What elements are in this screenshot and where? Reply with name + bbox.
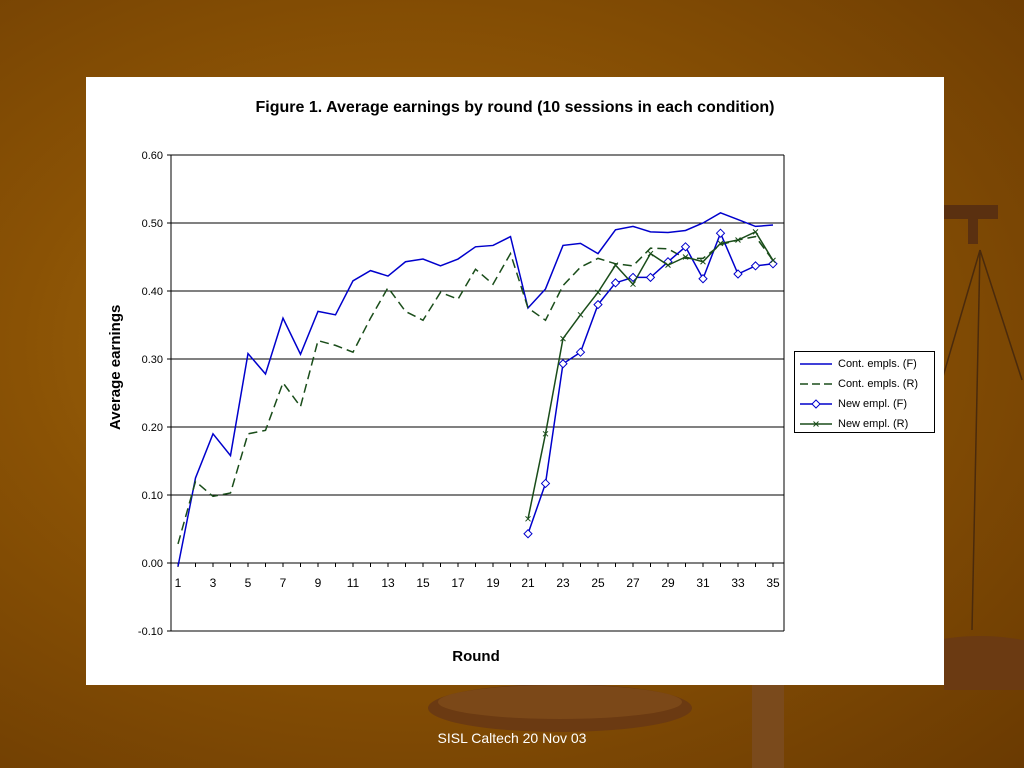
y-tick-label: 0.00 [142,558,163,570]
data-point [612,262,619,269]
data-point [575,347,586,357]
scale-hook [968,214,978,244]
data-point [560,335,566,342]
x-tick-label: 1 [175,576,182,590]
data-point [525,515,531,522]
data-point [733,269,743,279]
scale-beam [940,205,998,219]
legend-swatch [800,399,832,409]
legend-marker [813,421,819,427]
series-line [177,211,774,567]
data-point [593,299,603,310]
x-tick-label: 25 [591,576,605,590]
x-tick-label: 17 [451,576,465,590]
data-point [630,281,636,288]
legend-label: New empl. (R) [838,418,909,430]
data-point [700,258,706,265]
legend-swatch [800,363,832,365]
legend: Cont. empls. (F) Cont. empls. (R) New empl… [794,351,935,433]
data-point [735,237,741,243]
y-tick-label: 0.10 [142,490,163,502]
y-tick-label: 0.30 [142,354,163,366]
legend-label: New empl. (F) [838,398,908,410]
legend-item: Cont. empls. (R) [795,374,934,394]
line-chart: 0.600.500.400.300.200.100.00-0.101 3 5 7 9 11… [138,150,785,638]
data-point [698,274,708,284]
y-tick-label: 0.40 [142,286,163,298]
series-2 [523,228,778,539]
data-point [577,311,584,318]
axes [167,154,785,632]
data-point [595,289,601,296]
scale-chain-center [971,249,981,631]
legend-item: New empl. (F) [795,394,934,414]
series-3 [525,228,776,522]
chart-title: Figure 1. Average earnings by round (10 … [255,99,775,116]
data-point [523,529,533,539]
x-tick-label: 5 [245,576,252,590]
legend-marker [811,399,821,409]
y-tick-label: -0.10 [138,626,163,638]
chart-panel: 0.60 0.50 0.40 0.30 0.20 0.10 0.00 -0.10 1 3 5 7 9 11… [86,77,944,685]
tick-labels: 0.600.500.400.300.200.100.00-0.101 3 5 7 9 11… [138,150,780,638]
x-tick-label: 23 [556,576,570,590]
data-point [610,278,621,288]
x-tick-label: 31 [696,576,710,590]
data-series [177,211,778,567]
data-point [770,257,776,264]
data-point [665,262,671,269]
legend-label: Cont. empls. (F) [838,358,917,370]
x-tick-label: 29 [661,576,675,590]
x-tick-label: 33 [731,576,745,590]
scale-pan-bottom-inner [438,685,682,719]
y-axis-label: Average earnings [106,305,126,430]
x-tick-label: 21 [521,576,535,590]
data-point [715,228,726,238]
legend-item: New empl. (R) [795,414,934,434]
x-tick-label: 27 [626,576,640,590]
x-tick-label: 9 [315,576,322,590]
scale-chain-left [941,249,981,381]
data-point [680,242,691,252]
scale-post [752,685,784,768]
x-tick-label: 7 [280,576,287,590]
legend-swatch [800,383,832,385]
x-tick-label: 19 [486,576,500,590]
scale-chain-right [979,249,1023,381]
data-point [540,478,551,489]
y-axis-label-text: Average earnings [107,304,124,430]
slide-footer: SISL Caltech 20 Nov 03 [437,730,587,746]
x-axis-label: Round [452,648,500,665]
legend-label: Cont. empls. (R) [838,378,919,390]
x-tick-label: 35 [766,576,780,590]
data-point [717,240,724,247]
y-tick-label: 0.50 [142,218,163,230]
y-tick-label: 0.60 [142,150,163,162]
data-point [750,261,761,271]
scale-pan-right-body [944,640,1024,690]
y-tick-label: 0.20 [142,422,163,434]
data-point [542,430,549,437]
x-tick-label: 11 [347,576,360,590]
data-point [647,250,654,257]
series-1 [177,235,774,545]
data-point [558,359,568,369]
data-point [752,228,759,235]
x-tick-label: 3 [210,576,217,590]
series-0 [177,211,774,567]
legend-item: Cont. empls. (F) [795,354,934,374]
x-tick-label: 15 [416,576,430,590]
gridlines [171,154,784,632]
x-tick-label: 13 [381,576,395,590]
legend-swatch [800,421,832,427]
series-line [177,235,774,545]
data-point [682,254,689,260]
data-point [645,272,656,283]
